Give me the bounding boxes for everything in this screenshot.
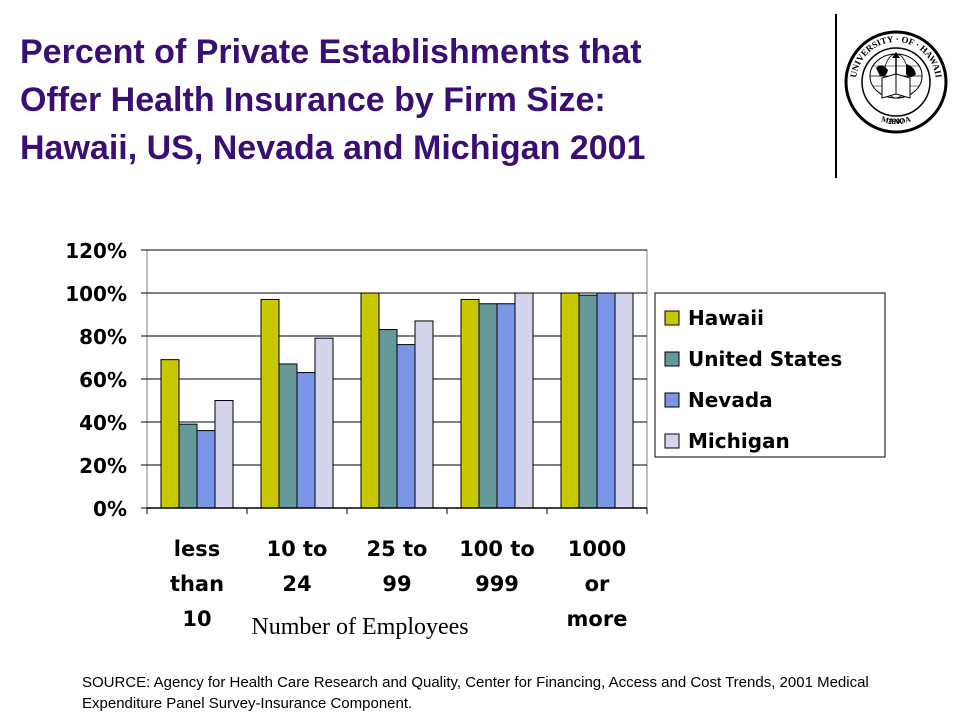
legend-swatch — [664, 392, 680, 408]
y-tick-label: 100% — [65, 282, 127, 306]
bar-nevada — [196, 430, 216, 509]
bar-nevada — [296, 372, 316, 509]
x-tick-label-line: 100 to — [459, 537, 535, 561]
x-tick-label-line: 25 to — [366, 537, 427, 561]
y-axis-ticks: 0% 20% 40% 60% 80% 100% 120% — [65, 239, 147, 521]
x-axis-label: Number of Employees — [251, 614, 468, 640]
header-divider — [835, 14, 837, 178]
page-title: Percent of Private Establishments that O… — [20, 28, 810, 172]
x-tick-label-line: or — [585, 572, 610, 596]
bar-hawaii — [260, 298, 280, 509]
bar-nevada — [496, 303, 516, 509]
legend-swatch — [664, 310, 680, 326]
x-tick-label-line: 1000 — [568, 537, 626, 561]
x-tick-label: 10 to 24 — [266, 537, 327, 596]
bar-united-states — [378, 329, 398, 509]
bar-michigan — [214, 400, 234, 509]
open-book-icon — [881, 52, 911, 99]
bar-hawaii — [560, 292, 580, 509]
y-tick-label: 80% — [79, 325, 127, 349]
bar-united-states — [478, 303, 498, 509]
bar-united-states — [178, 423, 198, 509]
x-tick-label: 1000 or more — [567, 537, 628, 631]
y-tick-label: 0% — [93, 497, 127, 521]
bar-nevada — [596, 292, 616, 509]
bar-hawaii — [460, 298, 480, 509]
legend-swatch — [664, 433, 680, 449]
x-tick-label: 25 to 99 — [366, 537, 427, 596]
legend-entry: United States — [688, 347, 842, 371]
y-tick-label: 20% — [79, 454, 127, 478]
title-line-3: Hawaii, US, Nevada and Michigan 2001 — [20, 129, 646, 167]
bar-hawaii — [160, 359, 180, 509]
legend-entry: Nevada — [688, 388, 773, 412]
seal-bottom-text: MANOA — [880, 114, 912, 126]
university-seal-logo: UNIVERSITY · OF · HAWAII MANOA 1907 — [844, 30, 948, 134]
legend: Hawaii United States Nevada Michigan — [654, 292, 886, 458]
legend-swatch — [664, 351, 680, 367]
bar-united-states — [578, 294, 598, 509]
title-line-1: Percent of Private Establishments that — [20, 33, 642, 71]
x-tick-label: less than 10 — [170, 537, 224, 631]
bar-series — [160, 292, 634, 509]
x-tick-label-line: less — [174, 537, 220, 561]
x-tick-label-line: 10 to — [266, 537, 327, 561]
x-tick-label-line: 99 — [382, 572, 411, 596]
x-tick-label-line: than — [170, 572, 224, 596]
y-tick-label: 60% — [79, 368, 127, 392]
x-axis-ticks: less than 10 10 to 24 25 to 99 100 to 999 1000 or m… — [146, 508, 648, 631]
bar-hawaii — [360, 292, 380, 509]
source-note: SOURCE: Agency for Health Care Research … — [82, 674, 869, 712]
legend-entry: Michigan — [688, 429, 790, 453]
seal-year: 1907 — [888, 117, 904, 126]
x-tick-label-line: 10 — [182, 607, 211, 631]
bar-michigan — [314, 337, 334, 509]
bar-united-states — [278, 363, 298, 509]
x-tick-label-line: 24 — [282, 572, 311, 596]
title-line-2: Offer Health Insurance by Firm Size: — [20, 81, 606, 119]
bar-michigan — [614, 292, 634, 509]
legend-entry: Hawaii — [688, 306, 764, 330]
x-tick-label: 100 to 999 — [459, 537, 535, 596]
x-tick-label-line: 999 — [475, 572, 519, 596]
legend-box — [654, 292, 886, 458]
y-tick-label: 40% — [79, 411, 127, 435]
x-tick-label-line: more — [567, 607, 628, 631]
y-tick-label: 120% — [65, 239, 127, 263]
bar-nevada — [396, 344, 416, 509]
bar-michigan — [514, 292, 534, 509]
bar-michigan — [414, 320, 434, 509]
